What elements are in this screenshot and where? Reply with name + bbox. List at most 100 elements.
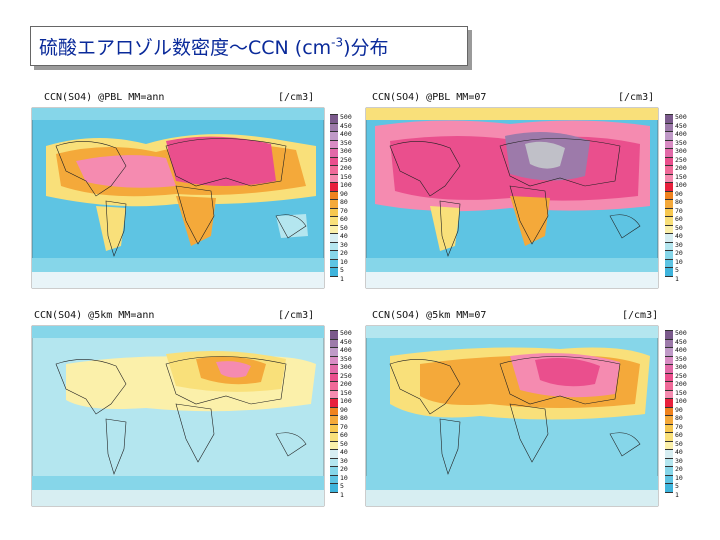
colorbar-tick-label: 50 [675, 439, 683, 448]
colorbar-tick-label: 60 [340, 215, 348, 223]
panel-label: CCN(SO4) @5km MM=07 [372, 310, 486, 321]
colorbar-tick-label: 90 [675, 189, 683, 198]
colorbar-tick-label: 250 [675, 155, 687, 164]
colorbar: 500 450 400 350 300 250 200 150 100 90 80 70 60 50 40 3… [330, 114, 352, 285]
colorbar-tick-label: 90 [675, 405, 683, 414]
colorbar-segment [665, 139, 673, 149]
colorbar-segment [665, 364, 673, 374]
colorbar-tick-label: 500 [340, 329, 352, 337]
colorbar-segment [330, 347, 338, 357]
colorbar-segment [330, 275, 338, 285]
panel-label: CCN(SO4) @PBL MM=07 [372, 92, 486, 103]
colorbar-segment [665, 483, 673, 493]
panel-label: CCN(SO4) @5km MM=ann [34, 310, 154, 321]
colorbar-segment [665, 466, 673, 476]
colorbar-segment [330, 389, 338, 399]
colorbar: 500 450 400 350 300 250 200 150 100 90 80 70 60 50 40 3… [665, 330, 687, 501]
colorbar-segment [330, 372, 338, 382]
colorbar-tick-label: 350 [340, 138, 352, 147]
colorbar-tick-label: 10 [340, 473, 348, 482]
colorbar-tick-label: 50 [340, 223, 348, 232]
colorbar-segment [330, 114, 338, 124]
colorbar-tick-label: 500 [675, 329, 687, 337]
colorbar-tick-label: 350 [340, 354, 352, 363]
colorbar-segment [665, 173, 673, 183]
colorbar-segment [665, 406, 673, 416]
colorbar-tick-label: 350 [675, 138, 687, 147]
colorbar-segment [330, 250, 338, 260]
colorbar-segment [665, 338, 673, 348]
colorbar-tick-label: 70 [675, 422, 683, 431]
colorbar-segment [330, 423, 338, 433]
colorbar-segment [330, 440, 338, 450]
colorbar-segment [665, 449, 673, 459]
colorbar-segment [665, 398, 673, 408]
colorbar-tick-label: 150 [675, 172, 687, 181]
colorbar-tick-label: 200 [675, 380, 687, 388]
colorbar-segment [665, 275, 673, 285]
colorbar-segment [665, 250, 673, 260]
colorbar-segment [665, 199, 673, 209]
page-title: 硫酸エアロゾル数密度～CCN (cm-3)分布 [39, 35, 389, 59]
colorbar-tick-label: 200 [675, 164, 687, 172]
colorbar-segment [665, 190, 673, 200]
colorbar-tick-label: 60 [675, 431, 683, 439]
colorbar-segment [665, 114, 673, 124]
colorbar-segment [665, 165, 673, 175]
colorbar-segment [665, 131, 673, 141]
colorbar-tick-label: 450 [340, 337, 352, 346]
colorbar-segment [665, 182, 673, 192]
colorbar-segment [665, 267, 673, 277]
colorbar-tick-label: 80 [675, 198, 683, 206]
colorbar-tick-label: 90 [340, 405, 348, 414]
colorbar-segment [665, 491, 673, 501]
colorbar-segment [665, 355, 673, 365]
colorbar-segment [330, 139, 338, 149]
colorbar-tick-label: 40 [340, 448, 348, 456]
colorbar-segment [665, 389, 673, 399]
colorbar-segment [330, 483, 338, 493]
colorbar-segment [330, 131, 338, 141]
colorbar-segment [665, 457, 673, 467]
colorbar-tick-label: 150 [675, 388, 687, 397]
colorbar-segment [665, 216, 673, 226]
colorbar-segment [330, 224, 338, 234]
colorbar-tick-label: 20 [675, 465, 683, 473]
colorbar-segment [665, 122, 673, 132]
colorbar-tick-label: 300 [675, 363, 687, 371]
colorbar-segment [330, 432, 338, 442]
colorbar-tick-label: 300 [675, 147, 687, 155]
colorbar-segment [665, 474, 673, 484]
colorbar-segment [665, 381, 673, 391]
colorbar-tick-label: 1 [340, 490, 344, 499]
colorbar-segment [665, 432, 673, 442]
colorbar: 500 450 400 350 300 250 200 150 100 90 80 70 60 50 40 3… [665, 114, 687, 285]
colorbar-tick-label: 80 [675, 414, 683, 422]
colorbar-segment [665, 258, 673, 268]
colorbar-tick-label: 450 [675, 337, 687, 346]
colorbar-segment [330, 457, 338, 467]
colorbar-tick-label: 250 [340, 155, 352, 164]
colorbar-tick-label: 450 [340, 121, 352, 130]
colorbar-tick-label: 70 [340, 422, 348, 431]
colorbar-tick-label: 80 [340, 414, 348, 422]
colorbar-tick-label: 40 [675, 448, 683, 456]
colorbar-tick-label: 100 [340, 181, 352, 189]
panel-unit: [/cm3] [618, 92, 654, 103]
title-box: 硫酸エアロゾル数密度～CCN (cm-3)分布 [30, 26, 468, 66]
colorbar-tick-label: 10 [675, 473, 683, 482]
colorbar-tick-label: 10 [675, 257, 683, 266]
colorbar-tick-label: 400 [675, 346, 687, 354]
colorbar-segment [330, 148, 338, 158]
colorbar-segment [330, 190, 338, 200]
colorbar-segment [330, 415, 338, 425]
colorbar-tick-label: 40 [675, 232, 683, 240]
colorbar-tick-label: 90 [340, 189, 348, 198]
panel-unit: [/cm3] [278, 310, 314, 321]
colorbar-segment [330, 491, 338, 501]
map-panel-5km-ann: CCN(SO4) @5km MM=ann [/cm3] [26, 304, 356, 514]
colorbar-segment [330, 406, 338, 416]
colorbar-segment [330, 355, 338, 365]
colorbar-tick-label: 300 [340, 363, 352, 371]
colorbar-tick-label: 70 [675, 206, 683, 215]
